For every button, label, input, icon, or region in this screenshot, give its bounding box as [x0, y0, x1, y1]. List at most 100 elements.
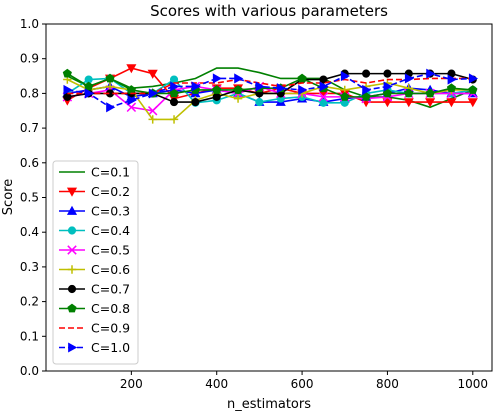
data-point — [127, 95, 137, 106]
legend-item: C=0.4 — [59, 223, 130, 238]
data-point — [67, 265, 77, 274]
legend-item: C=0.9 — [59, 321, 130, 336]
data-point — [468, 85, 478, 94]
data-point — [318, 92, 329, 102]
y-tick-label: 0.1 — [20, 329, 39, 343]
data-point — [63, 84, 73, 95]
data-point — [147, 69, 158, 79]
data-point — [234, 73, 244, 84]
legend-label: C=0.4 — [91, 223, 130, 238]
data-point — [319, 98, 328, 107]
data-point — [467, 98, 478, 108]
legend-label: C=0.2 — [91, 184, 130, 199]
x-axis-label: n_estimators — [227, 397, 311, 412]
data-point — [169, 115, 179, 124]
data-point — [468, 73, 479, 84]
data-point — [67, 284, 77, 294]
legend-label: C=0.5 — [91, 243, 130, 258]
data-point — [147, 106, 158, 116]
data-point — [255, 81, 265, 92]
legend-item: C=0.3 — [59, 204, 130, 219]
data-point — [212, 73, 222, 84]
y-tick-label: 0.3 — [20, 260, 39, 274]
y-tick-label: 0.6 — [20, 156, 39, 170]
data-point — [169, 98, 179, 107]
data-point — [212, 92, 221, 101]
x-tick-label: 200 — [120, 377, 143, 391]
legend-item: C=0.2 — [59, 184, 130, 199]
legend-label: C=0.3 — [91, 204, 130, 219]
y-tick-label: 0.5 — [20, 191, 39, 205]
y-tick-label: 0.2 — [20, 295, 39, 309]
data-point — [382, 88, 393, 98]
data-point — [106, 102, 116, 113]
data-point — [361, 92, 371, 101]
data-point — [362, 69, 371, 78]
data-point — [169, 75, 179, 84]
data-point — [63, 92, 72, 101]
x-tick-label: 600 — [291, 377, 314, 391]
data-point — [426, 68, 436, 79]
data-point — [425, 88, 435, 98]
data-point — [446, 83, 457, 93]
data-point — [276, 83, 286, 94]
data-point — [148, 115, 157, 124]
data-point — [383, 69, 392, 78]
data-point — [66, 187, 78, 197]
legend-item: C=0.1 — [59, 165, 130, 180]
data-point — [383, 81, 393, 92]
legend-label: C=1.0 — [91, 340, 130, 355]
legend-label: C=0.1 — [91, 165, 130, 180]
legend-label: C=0.9 — [91, 321, 130, 336]
x-tick-label: 800 — [376, 377, 399, 391]
data-point — [446, 98, 457, 108]
legend-item: C=1.0 — [59, 340, 130, 355]
series-line-c-0-2 — [66, 67, 473, 103]
data-point — [404, 73, 415, 84]
plot-layer — [62, 64, 479, 124]
legend-item: C=0.7 — [59, 282, 130, 297]
y-tick-label: 0.9 — [20, 52, 39, 66]
data-point — [382, 98, 393, 108]
legend-label: C=0.7 — [91, 282, 130, 297]
data-point — [169, 88, 179, 98]
y-tick-label: 0.4 — [20, 225, 39, 239]
data-point — [105, 73, 115, 83]
y-tick-label: 1.0 — [20, 17, 39, 31]
data-point — [403, 98, 414, 108]
legend-label: C=0.8 — [91, 301, 130, 316]
data-point — [297, 73, 307, 83]
legend-label: C=0.6 — [91, 262, 130, 277]
series-c-1-0 — [63, 68, 479, 113]
data-point — [212, 85, 222, 94]
data-point — [191, 98, 200, 107]
y-tick-label: 0.0 — [20, 364, 39, 378]
data-point — [425, 98, 436, 108]
data-point — [340, 71, 350, 82]
data-point — [298, 84, 308, 95]
data-point — [319, 75, 328, 84]
data-point — [105, 82, 115, 91]
x-tick-label: 400 — [205, 377, 228, 391]
data-point — [62, 68, 72, 78]
series-c-0-6 — [63, 75, 477, 124]
data-point — [404, 88, 414, 98]
legend-item: C=0.5 — [59, 243, 130, 258]
axis-ticks: 200 400 600 800 1000 0.0 0.1 0.2 0.3 0.4 0.5 0.6 0.7… — [20, 17, 488, 391]
data-point — [66, 205, 78, 215]
data-point — [84, 88, 94, 99]
chart-title: Scores with various parameters — [150, 2, 388, 20]
data-point — [255, 98, 264, 107]
x-tick-label: 1000 — [458, 377, 489, 391]
legend: C=0.1 C=0.2 C=0.3 C=0.4 C=0.5 C=0.6 C=0.7 C=0.8… — [52, 160, 139, 365]
data-point — [233, 85, 243, 94]
legend-item: C=0.8 — [59, 301, 130, 316]
y-tick-label: 0.7 — [20, 121, 39, 135]
data-point — [68, 342, 78, 353]
data-point — [362, 84, 372, 95]
data-point — [233, 94, 243, 103]
data-point — [126, 64, 137, 74]
data-point — [67, 303, 77, 313]
data-point — [67, 226, 77, 235]
